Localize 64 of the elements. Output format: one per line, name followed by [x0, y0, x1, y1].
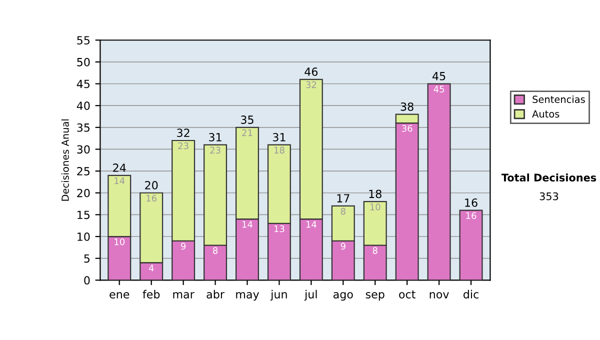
data-label: 9	[181, 242, 186, 250]
bar	[459, 210, 483, 280]
x-tick-label: jul	[304, 290, 317, 301]
data-label: 45	[434, 86, 444, 92]
y-tick-label: 5	[84, 254, 90, 263]
total-label: 45	[432, 72, 446, 80]
total-label: 46	[304, 68, 318, 76]
data-label: 9	[340, 242, 346, 250]
text: Total Decisiones	[501, 173, 596, 182]
total-label: 35	[241, 116, 254, 124]
data-label: 23	[210, 146, 220, 154]
data-label: 14	[306, 221, 316, 228]
text: 353	[540, 192, 558, 200]
bar	[427, 83, 451, 280]
data-label: 14	[242, 221, 252, 228]
y-tick-label: 45	[76, 80, 90, 88]
data-label: 8	[372, 247, 378, 254]
x-tick-label: mar	[173, 292, 194, 298]
x-tick-label: may	[236, 292, 260, 301]
x-tick-label: ago	[333, 292, 353, 301]
data-label: 10	[114, 238, 125, 246]
y-tick-label: 30	[77, 145, 90, 154]
total-label: 32	[177, 128, 190, 138]
total-label: 18	[369, 190, 382, 198]
x-tick-label: jun	[270, 290, 287, 301]
data-label: 18	[274, 146, 284, 154]
y-tick-label: 20	[77, 188, 90, 198]
y-tick-label: 55	[77, 36, 90, 44]
data-label: 32	[306, 81, 316, 88]
total-label: 24	[113, 164, 126, 172]
data-label: 23	[178, 142, 188, 150]
y-tick-label: 40	[76, 102, 90, 110]
total-label: 31	[209, 133, 222, 142]
data-label: 13	[274, 225, 284, 232]
data-label: 21	[242, 129, 252, 136]
data-label: 4	[148, 264, 154, 272]
y-tick-label: 10	[78, 232, 90, 241]
data-label: 16	[466, 212, 476, 220]
data-label: 16	[146, 194, 157, 202]
y-axis-title: Decisiones Anual	[61, 119, 69, 201]
legend-label: Sentencias	[532, 95, 585, 104]
x-tick-label: dic	[464, 290, 478, 298]
x-tick-label: feb	[142, 290, 160, 298]
x-tick-label: nov	[430, 292, 449, 298]
data-label: 8	[213, 247, 218, 254]
total-label: 31	[272, 133, 286, 142]
total-label: 38	[400, 102, 414, 111]
total-label: 20	[145, 181, 158, 190]
y-tick-label: 50	[77, 58, 90, 66]
y-tick-label: 25	[77, 167, 90, 176]
data-label: 36	[402, 124, 412, 132]
data-label: 8	[340, 208, 346, 215]
legend-label: Autos	[532, 110, 560, 118]
x-tick-label: abr	[206, 290, 224, 298]
data-label: 10	[370, 204, 380, 210]
total-label: 16	[465, 198, 478, 207]
total-label: 17	[337, 194, 350, 202]
data-label: 14	[114, 177, 125, 184]
y-tick-label: 35	[77, 123, 90, 132]
x-tick-label: sep	[366, 292, 384, 301]
x-tick-label: ene	[110, 292, 130, 298]
y-tick-label: 0	[84, 276, 90, 285]
y-tick-label: 15	[78, 210, 90, 220]
x-tick-label: oct	[399, 290, 416, 298]
